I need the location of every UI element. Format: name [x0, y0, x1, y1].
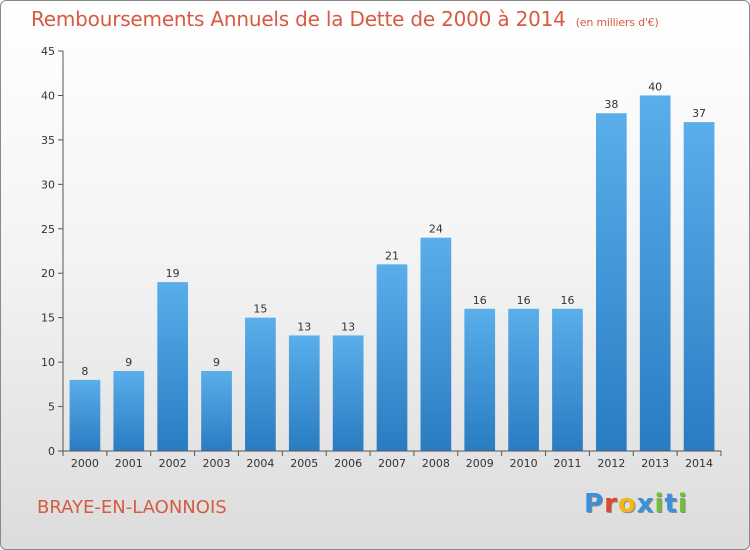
- x-tick-label: 2011: [553, 457, 581, 470]
- bar-value-label: 9: [125, 356, 132, 369]
- y-tick-label: 35: [41, 134, 55, 147]
- x-tick-label: 2005: [290, 457, 318, 470]
- bar-value-label: 15: [253, 303, 267, 316]
- bar-value-label: 16: [560, 294, 574, 307]
- bar-value-label: 21: [385, 249, 399, 262]
- chart-title: Remboursements Annuels de la Dette de 20…: [31, 7, 659, 31]
- logo-letter: x: [636, 489, 655, 519]
- y-tick-label: 45: [41, 45, 55, 58]
- y-tick-label: 5: [48, 401, 55, 414]
- x-tick-label: 2014: [685, 457, 713, 470]
- y-tick-label: 30: [41, 178, 55, 191]
- logo-letter: i: [654, 489, 665, 519]
- bar-2004: [245, 317, 276, 451]
- x-tick-label: 2002: [159, 457, 187, 470]
- x-tick-label: 2013: [641, 457, 669, 470]
- bar-2009: [464, 308, 496, 451]
- y-tick-label: 20: [41, 267, 55, 280]
- y-tick-label: 0: [48, 445, 55, 458]
- bar-value-label: 16: [473, 294, 487, 307]
- x-tick-label: 2007: [378, 457, 406, 470]
- logo-letter: o: [617, 489, 637, 519]
- bar-2002: [157, 282, 189, 451]
- x-axis: 2000 2001 2002 2003 2004 2005 2006 2007 2008 2009…: [62, 450, 722, 470]
- place-name: BRAYE-EN-LAONNOIS: [37, 497, 227, 518]
- logo-letter: t: [664, 489, 678, 519]
- y-tick-label: 10: [41, 356, 55, 369]
- x-tick-label: 2012: [597, 457, 625, 470]
- bar-value-label: 8: [81, 365, 88, 378]
- bar-2013: [639, 95, 671, 451]
- x-tick-label: 2004: [246, 457, 274, 470]
- bar-2003: [201, 371, 232, 451]
- x-tick-label: 2008: [422, 457, 450, 470]
- y-axis: 0 5 10 15 20 25 30 35 40 45: [41, 45, 64, 458]
- logo-letter: r: [604, 489, 618, 519]
- bar-2008: [420, 237, 452, 451]
- chart-unit: (en milliers d'€): [575, 16, 659, 29]
- bar-chart: 0 5 10 15 20 25 30 35 40 45 8 9 19 9 15 13 13 21 24 16 16 16…: [41, 45, 722, 470]
- bar-2011: [552, 308, 583, 451]
- bar-2014: [683, 122, 715, 451]
- bar-value-label: 16: [517, 294, 531, 307]
- bar-2007: [376, 264, 408, 451]
- y-tick-label: 25: [41, 223, 55, 236]
- y-tick-label: 40: [41, 89, 55, 102]
- bar-value-label: 38: [604, 98, 618, 111]
- x-tick-label: 2006: [334, 457, 362, 470]
- logo-letter: P: [584, 489, 605, 519]
- bar-2012: [595, 113, 627, 451]
- bar-2006: [332, 335, 364, 451]
- bar-2005: [288, 335, 320, 451]
- bar-value-label: 19: [166, 267, 180, 280]
- bar-value-label: 13: [297, 320, 311, 333]
- x-tick-label: 2000: [71, 457, 99, 470]
- x-tick-label: 2009: [466, 457, 494, 470]
- x-tick-label: 2003: [203, 457, 231, 470]
- bar-value-label: 13: [341, 320, 355, 333]
- bar-value-label: 9: [213, 356, 220, 369]
- logo-letter: i: [677, 489, 688, 519]
- x-tick-label: 2001: [115, 457, 143, 470]
- bar-2010: [508, 308, 539, 451]
- bar-value-label: 24: [429, 223, 443, 236]
- proxiti-logo: Proxiti: [584, 489, 688, 519]
- bar-value-label: 40: [648, 80, 662, 93]
- bar-2001: [113, 371, 145, 451]
- bar-value-label: 37: [692, 107, 706, 120]
- x-tick-label: 2010: [510, 457, 538, 470]
- y-tick-label: 15: [41, 312, 55, 325]
- bar-2000: [69, 379, 101, 451]
- bars: 8 9 19 9 15 13 13 21 24 16 16 16 38 40 37: [69, 80, 715, 451]
